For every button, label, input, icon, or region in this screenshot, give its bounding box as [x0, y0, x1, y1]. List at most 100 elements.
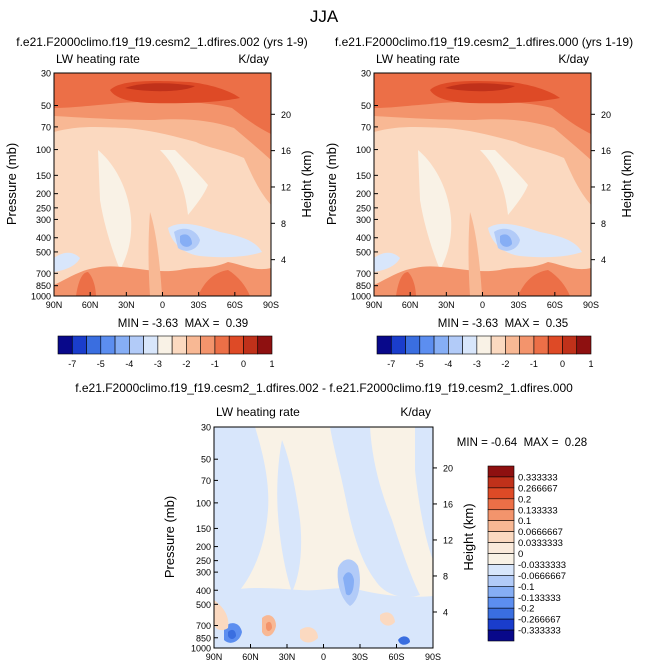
colorbar-label: 0	[560, 359, 565, 369]
y-axis-label: Pressure (mb)	[162, 496, 177, 578]
colorbar-swatch	[86, 335, 102, 355]
height-tick-label: 12	[601, 182, 611, 192]
pressure-tick-label: 1000	[191, 644, 211, 654]
pressure-tick-label: 850	[356, 281, 371, 291]
contour-field	[214, 427, 433, 648]
colorbar-swatch	[114, 335, 130, 355]
height-tick-label: 8	[601, 219, 606, 229]
colorbar-swatch	[487, 498, 515, 511]
units-label: K/day	[400, 405, 431, 419]
pressure-tick-label: 500	[356, 247, 371, 257]
colorbar-swatch	[487, 509, 515, 521]
colorbar-swatch	[487, 629, 515, 642]
pressure-tick-label: 500	[36, 247, 51, 257]
colorbar-label: -7	[68, 359, 76, 369]
contour-mid-light-b	[160, 150, 208, 215]
colorbar-swatch	[487, 564, 515, 576]
latitude-tick-label: 90S	[583, 300, 599, 310]
pressure-tick-label: 200	[36, 189, 51, 199]
pressure-tick-label: 250	[36, 203, 51, 213]
height-tick-label: 4	[443, 607, 448, 617]
variable-label: LW heating rate	[376, 52, 460, 66]
pressure-tick-label: 30	[201, 423, 211, 433]
panel-top-left: f.e21.F2000climo.f19_f19.cesm2_1.dfires.…	[4, 35, 314, 369]
latitude-tick-label: 0	[160, 300, 165, 310]
pressure-tick-label: 150	[36, 171, 51, 181]
colorbar-swatch	[171, 335, 187, 355]
colorbar-label: -0.333333	[518, 626, 561, 637]
height-tick-label: 4	[281, 255, 286, 265]
latitude-tick-label: 90N	[366, 300, 383, 310]
colorbar-swatch	[562, 335, 578, 355]
colorbar-swatch	[405, 335, 421, 355]
colorbar-swatch	[390, 335, 406, 355]
latitude-tick-label: 30S	[511, 300, 527, 310]
pressure-tick-label: 250	[356, 203, 371, 213]
y-axis-label-right: Height (km)	[619, 150, 634, 217]
contour-lower-blue	[374, 252, 400, 272]
colorbar-swatch	[376, 335, 392, 355]
colorbar-label: -4	[125, 359, 133, 369]
diff-pos-1	[214, 600, 229, 631]
colorbar-label: -5	[416, 359, 424, 369]
pressure-tick-label: 1000	[31, 292, 51, 302]
stats-label: MIN = -0.64 MAX = 0.28	[457, 437, 587, 449]
colorbar-label: -2	[182, 359, 190, 369]
pressure-tick-label: 300	[196, 568, 211, 578]
colorbar-label: 0.133333	[518, 505, 558, 516]
colorbar-swatch	[71, 335, 87, 355]
latitude-tick-label: 60N	[82, 300, 99, 310]
colorbar-swatch	[462, 335, 478, 355]
colorbar-label: 0	[241, 359, 246, 369]
contour-tropical-blue-c	[180, 234, 192, 247]
variable-label: LW heating rate	[56, 52, 140, 66]
colorbar-swatch	[490, 335, 506, 355]
figure-title: JJA	[310, 7, 339, 26]
latitude-tick-label: 60S	[227, 300, 243, 310]
contour-field	[54, 73, 271, 296]
colorbar-swatch	[57, 335, 73, 355]
diff-neg-right	[398, 636, 410, 645]
diff-pos-4	[300, 627, 318, 643]
colorbar-swatch	[143, 335, 159, 355]
y-axis-label: Pressure (mb)	[4, 143, 19, 225]
height-tick-label: 20	[601, 110, 611, 120]
pressure-tick-label: 100	[356, 145, 371, 155]
colorbar-label: -0.2	[518, 604, 534, 615]
stats-label: MIN = -3.63 MAX = 0.39	[118, 318, 248, 330]
height-tick-label: 20	[443, 463, 453, 473]
pressure-tick-label: 100	[196, 498, 211, 508]
pressure-tick-label: 500	[196, 600, 211, 610]
colorbar-label: 0.0333333	[518, 538, 563, 549]
units-label: K/day	[238, 52, 269, 66]
latitude-tick-label: 60N	[242, 652, 259, 662]
pressure-tick-label: 200	[196, 542, 211, 552]
latitude-tick-label: 90N	[206, 652, 223, 662]
colorbar-swatch	[228, 335, 244, 355]
colorbar-swatch	[243, 335, 259, 355]
latitude-tick-label: 30N	[279, 652, 296, 662]
y-axis-label: Pressure (mb)	[324, 143, 339, 225]
colorbar-swatch	[576, 335, 592, 355]
colorbar-label: 0	[518, 549, 523, 560]
colorbar-swatch	[419, 335, 435, 355]
contour-mid-light	[418, 150, 452, 270]
colorbar-swatch	[487, 596, 515, 609]
pressure-tick-label: 850	[36, 281, 51, 291]
latitude-tick-label: 90S	[263, 300, 279, 310]
height-tick-label: 20	[281, 110, 291, 120]
panel-title: f.e21.F2000climo.f19_f19.cesm2_1.dfires.…	[335, 35, 633, 49]
panel-top-right: f.e21.F2000climo.f19_f19.cesm2_1.dfires.…	[324, 35, 634, 369]
height-tick-label: 8	[281, 219, 286, 229]
pressure-tick-label: 400	[36, 233, 51, 243]
pressure-tick-label: 70	[361, 122, 371, 132]
colorbar-swatch	[519, 335, 535, 355]
pressure-tick-label: 700	[356, 269, 371, 279]
pressure-tick-label: 250	[196, 556, 211, 566]
colorbar-label: -7	[387, 359, 395, 369]
colorbar-swatch	[533, 335, 549, 355]
colorbar-swatch	[487, 520, 515, 532]
contour-tropical-warm	[468, 212, 482, 296]
colorbar-label: 1	[588, 359, 593, 369]
